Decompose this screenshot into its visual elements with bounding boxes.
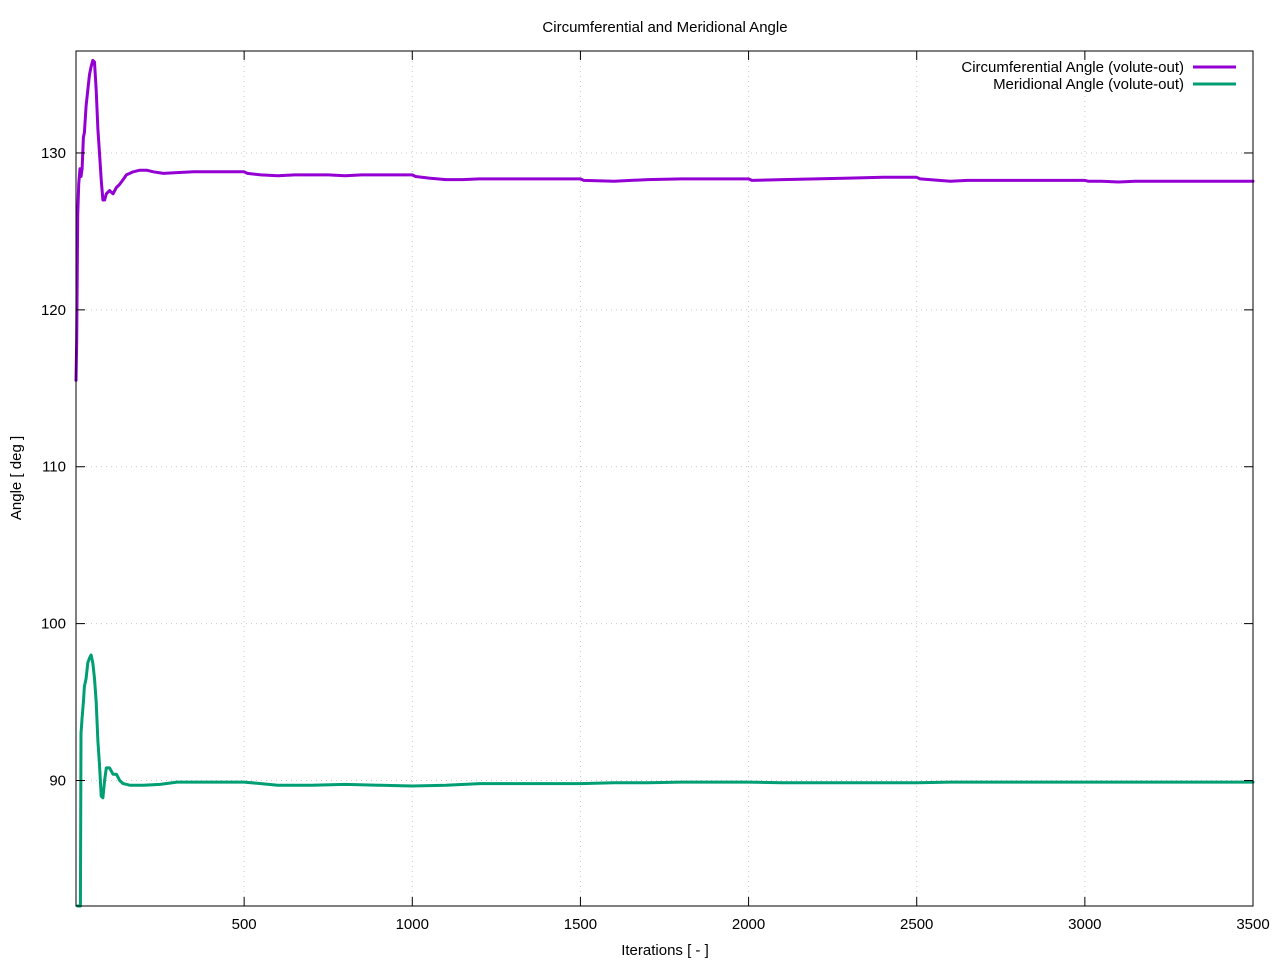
- y-tick-label: 90: [49, 772, 66, 789]
- series-line-meridional: [76, 653, 1255, 908]
- legend: Circumferential Angle (volute-out)Meridi…: [961, 59, 1236, 93]
- x-tick-label: 1000: [396, 916, 429, 933]
- grid-layer: [76, 51, 1253, 906]
- tick-layer: 500 1000 1500 2000 2500 3000 3500 90 100 110 120 13…: [41, 51, 1270, 933]
- legend-label: Circumferential Angle (volute-out): [961, 59, 1184, 76]
- plot-frame: [75, 50, 1254, 907]
- y-tick-label: 120: [41, 302, 66, 319]
- y-tick-label: 130: [41, 145, 66, 162]
- x-tick-label: 1500: [564, 916, 597, 933]
- legend-label: Meridional Angle (volute-out): [993, 76, 1184, 93]
- y-tick-label: 100: [41, 616, 66, 633]
- chart-title: Circumferential and Meridional Angle: [542, 19, 787, 36]
- series-line-circumferential: [74, 58, 1255, 382]
- series-layer: [74, 58, 1255, 908]
- x-tick-label: 2500: [900, 916, 933, 933]
- x-tick-label: 3500: [1236, 916, 1269, 933]
- y-tick-label: 110: [42, 459, 66, 476]
- x-axis-label: Iterations [ - ]: [621, 942, 709, 959]
- y-axis-label: Angle [ deg ]: [8, 436, 25, 520]
- x-tick-label: 500: [232, 916, 257, 933]
- x-tick-label: 3000: [1068, 916, 1101, 933]
- x-tick-label: 2000: [732, 916, 765, 933]
